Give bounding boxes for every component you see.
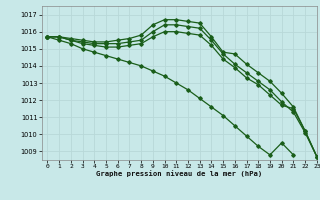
X-axis label: Graphe pression niveau de la mer (hPa): Graphe pression niveau de la mer (hPa) [96, 171, 262, 177]
